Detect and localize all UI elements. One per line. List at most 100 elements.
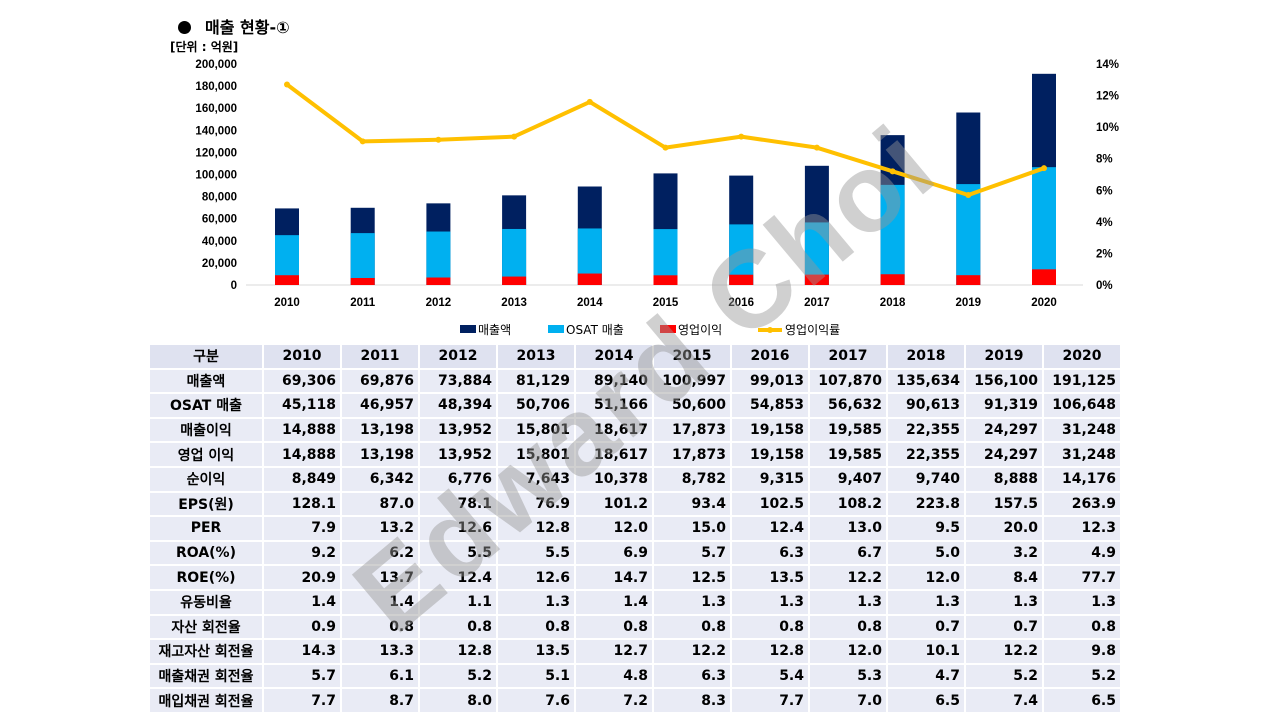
- table-cell: 106,648: [1042, 392, 1122, 419]
- table-cell: 9.2: [262, 539, 342, 567]
- table-cell: 50,706: [496, 392, 576, 419]
- table-cell: 10,378: [574, 465, 654, 493]
- table-cell: 4.9: [1042, 539, 1122, 567]
- table-row: 매출액 69,306 69,876 73,884 81,129 89,140 100,997…: [148, 367, 1122, 395]
- table-cell: 15,801: [496, 416, 576, 444]
- table-cell: 9.5: [886, 515, 966, 542]
- left-tick-label: 140,000: [195, 125, 237, 137]
- table-cell: 20.9: [262, 564, 342, 591]
- table-cell: 1.3: [652, 588, 732, 616]
- table-cell: 0.8: [418, 613, 498, 641]
- row-label: 순이익: [148, 465, 264, 493]
- x-tick-label: 2019: [956, 297, 982, 309]
- table-cell: 6,342: [340, 465, 420, 493]
- bar-영업이익-2017: [804, 274, 829, 285]
- table-cell: 12.0: [808, 638, 888, 665]
- table-cell: 10.1: [886, 638, 966, 665]
- table-cell: 13.2: [340, 515, 420, 542]
- table-cell: 87.0: [340, 490, 420, 518]
- bar-영업이익-2012: [426, 277, 451, 285]
- table-row: 매출채권 회전율 5.7 6.1 5.2 5.1 4.8 6.3 5.4 5.3 4.7 5.2 5.…: [148, 662, 1122, 690]
- x-tick-label: 2013: [501, 297, 527, 309]
- table-cell: 2010: [262, 343, 342, 370]
- table-cell: 8.0: [418, 687, 498, 714]
- row-label: 재고자산 회전율: [148, 638, 264, 665]
- right-tick-label: 12%: [1096, 91, 1119, 103]
- legend-label: 매출액: [478, 323, 511, 337]
- table-cell: 7.0: [808, 687, 888, 714]
- table-cell: 0.8: [808, 613, 888, 641]
- table-cell: 0.7: [964, 613, 1044, 641]
- table-cell: 18,617: [574, 441, 654, 468]
- table-cell: 22,355: [886, 441, 966, 468]
- table-cell: 108.2: [808, 490, 888, 518]
- table-cell: 77.7: [1042, 564, 1122, 591]
- row-label: 영업 이익: [148, 441, 264, 468]
- table-cell: 12.4: [418, 564, 498, 591]
- table-cell: 90,613: [886, 392, 966, 419]
- table-row: OSAT 매출 45,118 46,957 48,394 50,706 51,166 50,…: [148, 392, 1122, 419]
- right-tick-label: 0%: [1096, 280, 1113, 292]
- table-cell: 5.7: [262, 662, 342, 690]
- table-cell: 1.3: [730, 588, 810, 616]
- table-cell: 12.8: [730, 638, 810, 665]
- table-cell: 4.7: [886, 662, 966, 690]
- table-cell: 2013: [496, 343, 576, 370]
- table-cell: 102.5: [730, 490, 810, 518]
- table-row: ROA(%) 9.2 6.2 5.5 5.5 6.9 5.7 6.3 6.7 5.0 3.2 4.9: [148, 539, 1122, 567]
- table-row: 순이익 8,849 6,342 6,776 7,643 10,378 8,782 9,315 9…: [148, 465, 1122, 493]
- table-cell: 223.8: [886, 490, 966, 518]
- table-cell: 1.3: [886, 588, 966, 616]
- table-cell: 7,643: [496, 465, 576, 493]
- bar-영업이익-2018: [880, 274, 905, 285]
- legend-swatch: [660, 325, 676, 333]
- table-cell: 12.4: [730, 515, 810, 542]
- table-cell: 14.3: [262, 638, 342, 665]
- table-cell: 0.8: [652, 613, 732, 641]
- table-cell: 1.4: [574, 588, 654, 616]
- bullet-icon: [178, 21, 191, 34]
- chart-title: 매출 현황-①: [178, 14, 290, 38]
- table-cell: 12.5: [652, 564, 732, 591]
- table-cell: 6.1: [340, 662, 420, 690]
- x-tick-label: 2015: [653, 297, 679, 309]
- table-cell: 13.7: [340, 564, 420, 591]
- table-cell: 14.7: [574, 564, 654, 591]
- table-cell: 0.8: [574, 613, 654, 641]
- table-cell: 3.2: [964, 539, 1044, 567]
- table-cell: 9,315: [730, 465, 810, 493]
- table-cell: 13,198: [340, 416, 420, 444]
- table-cell: 69,306: [262, 367, 342, 395]
- table-cell: 91,319: [964, 392, 1044, 419]
- legend-label: 영업이익: [678, 323, 722, 337]
- table-cell: 5.2: [964, 662, 1044, 690]
- bar-영업이익-2011: [350, 277, 375, 285]
- left-tick-label: 120,000: [195, 147, 237, 159]
- row-label: 매출액: [148, 367, 264, 395]
- x-tick-label: 2011: [350, 297, 376, 309]
- unit-label: [단위 : 억원]: [170, 40, 239, 54]
- table-cell: 6.7: [808, 539, 888, 567]
- table-cell: 18,617: [574, 416, 654, 444]
- table-cell: 2011: [340, 343, 420, 370]
- bar-영업이익-2013: [502, 276, 527, 285]
- table-cell: 15,801: [496, 441, 576, 468]
- table-row: 매입채권 회전율 7.7 8.7 8.0 7.6 7.2 8.3 7.7 7.0 6.5 7.4 6.…: [148, 687, 1122, 714]
- right-tick-label: 10%: [1096, 122, 1119, 134]
- table-cell: 8.3: [652, 687, 732, 714]
- table-cell: 9.8: [1042, 638, 1122, 665]
- table-row: 재고자산 회전율 14.3 13.3 12.8 13.5 12.7 12.2 12.8 12.0…: [148, 638, 1122, 665]
- row-label: ROE(%): [148, 564, 264, 591]
- table-row: EPS(원) 128.1 87.0 78.1 76.9 101.2 93.4 102.5 108…: [148, 490, 1122, 518]
- left-tick-label: 160,000: [195, 103, 237, 115]
- left-tick-label: 180,000: [195, 81, 237, 93]
- table-cell: 6.3: [652, 662, 732, 690]
- table-cell: 13,952: [418, 416, 498, 444]
- left-tick-label: 20,000: [202, 258, 237, 270]
- table-cell: 0.8: [496, 613, 576, 641]
- table-cell: 24,297: [964, 441, 1044, 468]
- bar-영업이익-2010: [275, 275, 299, 285]
- table-cell: 12.8: [496, 515, 576, 542]
- table-cell: 54,853: [730, 392, 810, 419]
- table-cell: 6,776: [418, 465, 498, 493]
